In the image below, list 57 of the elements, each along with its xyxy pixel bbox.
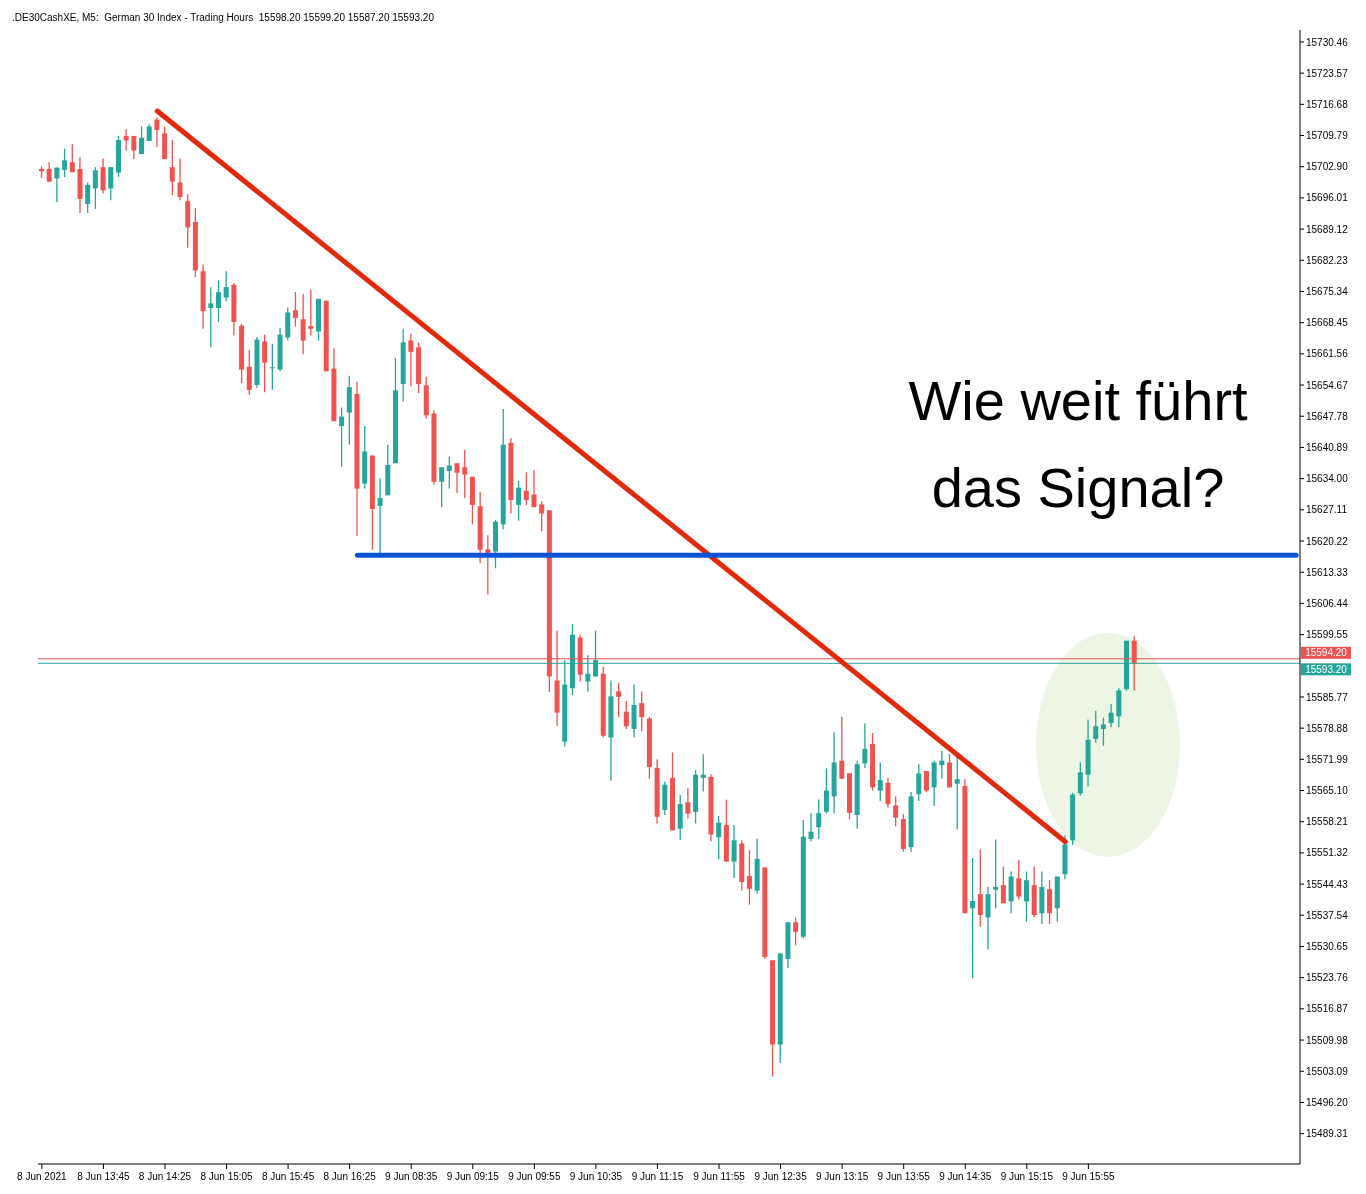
y-tick-label: 15709.79	[1306, 130, 1349, 142]
y-tick-label: 15537.54	[1306, 909, 1349, 921]
y-tick-label: 15730.46	[1306, 36, 1349, 48]
y-tick-label: 15606.44	[1306, 597, 1349, 609]
y-tick-label: 15613.33	[1306, 566, 1349, 578]
y-tick-label: 15585.77	[1306, 691, 1349, 703]
ref-line-label: 15594.20	[1305, 647, 1348, 659]
x-tick-label: 9 Jun 11:15	[631, 1171, 684, 1182]
y-tick-label: 15668.45	[1306, 317, 1349, 329]
x-tick-label: 8 Jun 2021	[17, 1171, 68, 1182]
y-tick-label: 15503.09	[1306, 1065, 1349, 1077]
y-tick-label: 15565.10	[1306, 785, 1349, 797]
x-tick-label: 9 Jun 14:35	[939, 1171, 992, 1182]
y-tick-label: 15723.57	[1306, 67, 1349, 79]
y-tick-label: 15640.89	[1306, 441, 1349, 453]
y-tick-label: 15571.99	[1306, 753, 1349, 765]
x-tick-label: 8 Jun 14:25	[138, 1171, 192, 1182]
x-tick-label: 9 Jun 13:55	[877, 1171, 931, 1182]
y-tick-label: 15696.01	[1306, 192, 1349, 204]
y-tick-label: 15716.68	[1306, 98, 1349, 110]
y-tick-label: 15578.88	[1306, 722, 1349, 734]
y-tick-label: 15661.56	[1306, 348, 1349, 360]
x-tick-label: 9 Jun 13:15	[816, 1171, 869, 1182]
y-tick-label: 15627.11	[1306, 504, 1348, 516]
y-tick-label: 15523.76	[1306, 972, 1349, 984]
ref-line-label: 15593.20	[1305, 663, 1348, 675]
x-tick-label: 9 Jun 08:35	[385, 1171, 438, 1182]
y-tick-label: 15544.43	[1306, 878, 1349, 890]
x-tick-label: 9 Jun 10:35	[569, 1171, 623, 1182]
y-tick-label: 15620.22	[1306, 535, 1349, 547]
y-tick-label: 15516.87	[1306, 1003, 1349, 1015]
x-tick-label: 9 Jun 11:55	[693, 1171, 746, 1182]
y-tick-label: 15489.31	[1306, 1128, 1349, 1140]
x-tick-label: 8 Jun 13:45	[77, 1171, 130, 1182]
x-tick-label: 8 Jun 15:05	[200, 1171, 254, 1182]
y-tick-label: 15634.00	[1306, 473, 1349, 485]
y-tick-label: 15682.23	[1306, 254, 1349, 266]
annotation: Wie weit führt das Signal?	[907, 368, 1249, 521]
y-tick-label: 15689.12	[1306, 223, 1349, 235]
y-tick-label: 15530.65	[1306, 941, 1349, 953]
y-tick-label: 15558.21	[1306, 816, 1349, 828]
chart-title: .DE30CashXE, M5: German 30 Index - Trading Hours 15598.20 15599.20 15587.20 15593.20	[12, 12, 434, 23]
y-tick-label: 15509.98	[1306, 1034, 1349, 1046]
y-tick-label: 15654.67	[1306, 379, 1349, 391]
y-tick-label: 15599.55	[1306, 629, 1349, 641]
x-tick-label: 9 Jun 15:15	[1000, 1171, 1054, 1182]
y-tick-label: 15702.90	[1306, 161, 1349, 173]
y-tick-label: 15675.34	[1306, 286, 1349, 298]
x-tick-label: 8 Jun 15:45	[261, 1171, 315, 1182]
x-tick-label: 9 Jun 15:55	[1062, 1171, 1115, 1182]
y-tick-label: 15647.78	[1306, 410, 1349, 422]
x-tick-label: 9 Jun 09:55	[508, 1171, 561, 1182]
y-tick-label: 15496.20	[1306, 1096, 1349, 1108]
x-tick-label: 9 Jun 09:15	[446, 1171, 500, 1182]
x-tick-label: 8 Jun 16:25	[323, 1171, 377, 1182]
x-tick-label: 9 Jun 12:35	[754, 1171, 808, 1182]
y-tick-label: 15551.32	[1306, 847, 1349, 859]
